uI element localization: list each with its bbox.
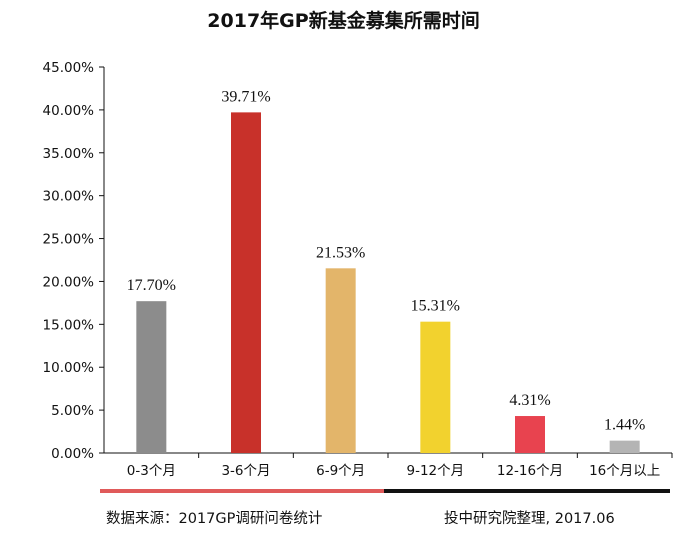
data-label: 4.31% xyxy=(509,392,550,409)
x-tick-label: 9-12个月 xyxy=(407,463,465,479)
data-label: 21.53% xyxy=(316,244,365,261)
y-tick-label: 5.00% xyxy=(51,403,94,419)
data-label: 39.71% xyxy=(221,88,270,105)
data-label: 15.31% xyxy=(411,298,460,315)
x-tick-label: 3-6个月 xyxy=(221,463,270,479)
bar xyxy=(420,321,451,453)
y-tick-label: 0.00% xyxy=(51,446,94,462)
x-tick-label: 6-9个月 xyxy=(316,463,365,479)
y-tick-label: 30.00% xyxy=(43,189,95,205)
data-label: 1.44% xyxy=(604,417,645,434)
chart-title: 2017年GP新基金募集所需时间 xyxy=(207,10,480,32)
bar xyxy=(136,301,167,453)
y-tick-label: 45.00% xyxy=(43,60,95,76)
x-tick-label: 16个月以上 xyxy=(589,463,660,479)
footer-divider xyxy=(100,489,670,493)
bar xyxy=(231,112,261,454)
y-tick-label: 25.00% xyxy=(43,232,95,248)
bars-group xyxy=(136,112,640,454)
footer-divider-black xyxy=(384,489,670,493)
y-tick-label: 40.00% xyxy=(43,103,95,119)
labels-group: 17.70% 0-3个月 39.71% 3-6个月 21.53% 6-9个月 15.31% 9… xyxy=(127,88,661,479)
bar xyxy=(609,440,640,453)
data-label: 17.70% xyxy=(127,277,176,294)
y-tick-label: 35.00% xyxy=(43,146,95,162)
bar xyxy=(325,268,356,453)
bar xyxy=(515,416,545,453)
x-tick-label: 12-16个月 xyxy=(497,463,563,479)
y-tick-label: 10.00% xyxy=(43,360,95,376)
chart-axes: 0.00% 5.00% 10.00% 15.00% 20.00% 25.00% 30.00%… xyxy=(43,60,673,462)
footer-divider-red xyxy=(100,489,384,493)
y-tick-label: 20.00% xyxy=(43,274,95,290)
x-tick-label: 0-3个月 xyxy=(127,463,176,479)
y-tick-label: 15.00% xyxy=(43,317,95,333)
footer-credit-text: 投中研究院整理, 2017.06 xyxy=(444,511,615,527)
footer-source-text: 数据来源：2017GP调研问卷统计 xyxy=(106,511,323,527)
